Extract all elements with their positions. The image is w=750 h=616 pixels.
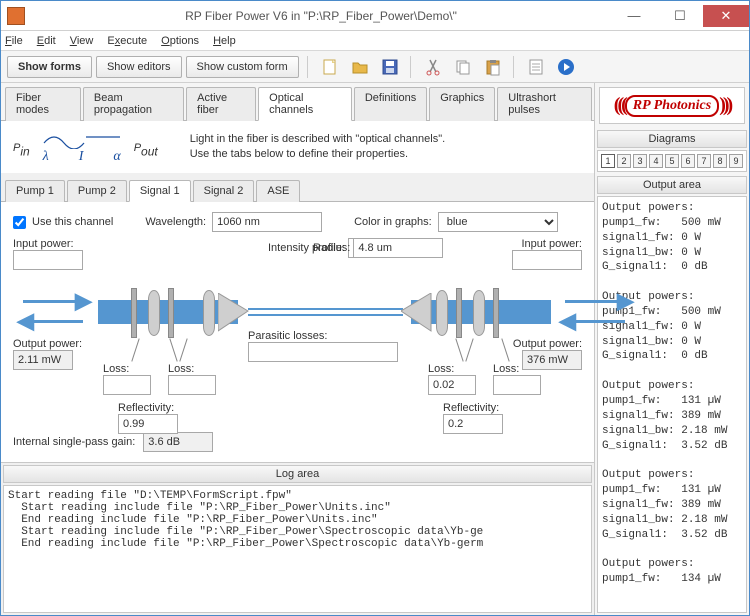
diagram-btn-7[interactable]: 7 — [697, 154, 711, 168]
tab-graphics[interactable]: Graphics — [429, 87, 495, 121]
run-icon[interactable] — [554, 55, 578, 79]
menu-execute[interactable]: Execute — [107, 35, 147, 47]
output-power-left — [13, 350, 73, 370]
gain-label: Internal single-pass gain: — [13, 436, 135, 448]
diagrams-header: Diagrams — [597, 130, 747, 148]
menu-file[interactable]: File — [5, 35, 23, 47]
subtab-pump2[interactable]: Pump 2 — [67, 180, 127, 202]
use-channel-label: Use this channel — [32, 216, 113, 228]
color-select[interactable]: blue — [438, 212, 558, 232]
gain-output — [143, 432, 213, 452]
open-icon[interactable] — [348, 55, 372, 79]
rp-logo: (((RP Photonics))) — [599, 87, 745, 124]
subtab-signal1[interactable]: Signal 1 — [129, 180, 191, 202]
subtab-signal2[interactable]: Signal 2 — [193, 180, 255, 202]
subtab-ase[interactable]: ASE — [256, 180, 300, 202]
tab-fiber-modes[interactable]: Fiber modes — [5, 87, 81, 121]
loss-l1[interactable] — [103, 375, 151, 395]
save-icon[interactable] — [378, 55, 402, 79]
loss-r1[interactable] — [428, 375, 476, 395]
show-forms-button[interactable]: Show forms — [7, 56, 92, 78]
wave-icon — [42, 129, 122, 149]
diagram-btn-8[interactable]: 8 — [713, 154, 727, 168]
diagram-btn-4[interactable]: 4 — [649, 154, 663, 168]
show-custom-form-button[interactable]: Show custom form — [186, 56, 299, 78]
output-text[interactable]: Output powers: pump1_fw: 500 mW signal1_… — [597, 196, 747, 613]
color-label: Color in graphs: — [354, 216, 432, 228]
menu-options[interactable]: Options — [161, 35, 199, 47]
diagram-btn-5[interactable]: 5 — [665, 154, 679, 168]
refl-right[interactable] — [443, 414, 503, 434]
new-icon[interactable] — [318, 55, 342, 79]
copy-icon[interactable] — [451, 55, 475, 79]
eq-pin: Pin — [13, 135, 30, 159]
menu-view[interactable]: View — [70, 35, 94, 47]
diagram-btn-1[interactable]: 1 — [601, 154, 615, 168]
tab-definitions[interactable]: Definitions — [354, 87, 427, 121]
toolbar: Show forms Show editors Show custom form — [1, 51, 749, 83]
main-tabstrip: Fiber modes Beam propagation Active fibe… — [1, 83, 594, 121]
log-text[interactable]: Start reading file "D:\TEMP\FormScript.f… — [3, 485, 592, 613]
doc-icon[interactable] — [524, 55, 548, 79]
close-button[interactable]: ✕ — [703, 5, 749, 27]
subtab-pump1[interactable]: Pump 1 — [5, 180, 65, 202]
app-icon — [7, 7, 25, 25]
wavelength-label: Wavelength: — [145, 216, 206, 228]
diagram-btn-9[interactable]: 9 — [729, 154, 743, 168]
input-power-right[interactable] — [512, 250, 582, 270]
sub-tabstrip: Pump 1 Pump 2 Signal 1 Signal 2 ASE — [1, 173, 594, 202]
info-line2: Use the tabs below to define their prope… — [190, 147, 445, 162]
radius-input[interactable] — [353, 238, 443, 258]
diagram-buttons: 1 2 3 4 5 6 7 8 9 — [597, 150, 747, 172]
loss-r2[interactable] — [493, 375, 541, 395]
paste-icon[interactable] — [481, 55, 505, 79]
menu-bar: File Edit View Execute Options Help — [1, 31, 749, 51]
diagram-btn-2[interactable]: 2 — [617, 154, 631, 168]
menu-help[interactable]: Help — [213, 35, 236, 47]
diagram-btn-6[interactable]: 6 — [681, 154, 695, 168]
show-editors-button[interactable]: Show editors — [96, 56, 182, 78]
output-header: Output area — [597, 176, 747, 194]
log-header: Log area — [3, 465, 592, 483]
tab-ultrashort-pulses[interactable]: Ultrashort pulses — [497, 87, 592, 121]
tab-active-fiber[interactable]: Active fiber — [186, 87, 256, 121]
refl-left[interactable] — [118, 414, 178, 434]
cavity-diagram: Intensity profile: Gaussian Radius: Inpu… — [13, 238, 582, 428]
cut-icon[interactable] — [421, 55, 445, 79]
info-line1: Light in the fiber is described with "op… — [190, 132, 445, 147]
wavelength-input[interactable] — [212, 212, 322, 232]
maximize-button[interactable]: ☐ — [657, 5, 703, 27]
input-power-left[interactable] — [13, 250, 83, 270]
parasitic-input[interactable] — [248, 342, 398, 362]
diagram-btn-3[interactable]: 3 — [633, 154, 647, 168]
window-title: RP Fiber Power V6 in "P:\RP_Fiber_Power\… — [31, 9, 611, 23]
menu-edit[interactable]: Edit — [37, 35, 56, 47]
loss-l2[interactable] — [168, 375, 216, 395]
tab-optical-channels[interactable]: Optical channels — [258, 87, 352, 121]
eq-pout: Pout — [134, 135, 158, 159]
tab-beam-propagation[interactable]: Beam propagation — [83, 87, 184, 121]
minimize-button[interactable]: — — [611, 5, 657, 27]
use-channel-checkbox[interactable] — [13, 216, 26, 229]
